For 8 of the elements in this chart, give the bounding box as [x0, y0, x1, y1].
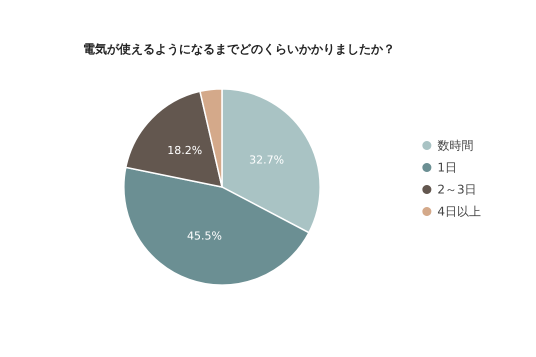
chart-title: 電気が使えるようになるまでどのくらいかかりましたか？ [83, 42, 395, 56]
legend-label: 4日以上 [437, 204, 482, 218]
legend-label: 数時間 [437, 138, 474, 152]
data-label: 18.2% [167, 144, 202, 158]
data-label: 45.5% [187, 230, 222, 243]
legend-label: 2～3日 [437, 182, 477, 196]
data-label: 32.7% [249, 154, 284, 167]
legend-label: 1日 [437, 160, 458, 174]
